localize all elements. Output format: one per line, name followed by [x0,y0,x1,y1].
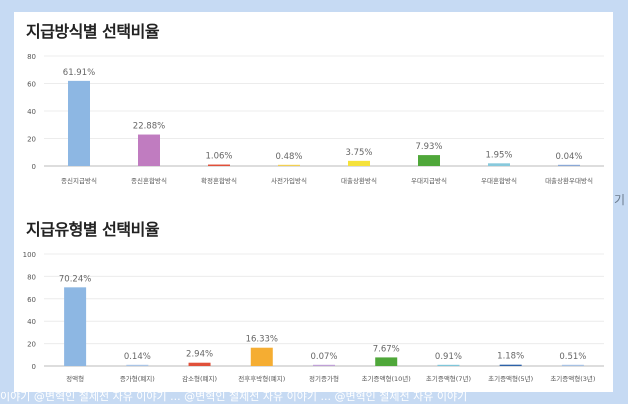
type-value-label: 1.18% [497,352,524,362]
type-value-label: 0.14% [124,352,151,362]
method-bar [138,134,160,166]
type-category-label: 증가형(폐지) [120,374,155,383]
type-value-label: 0.91% [435,352,462,362]
type-ytick-label: 20 [27,341,36,349]
section-title-payment-method: 지급방식별 선택비율 [26,22,160,41]
type-ytick-label: 100 [23,251,36,259]
method-category-label: 대출상환우대방식 [545,176,593,185]
type-bar [499,364,522,366]
method-value-label: 1.06% [205,152,232,162]
method-value-label: 7.93% [415,142,442,152]
type-category-label: 정기증가형 [309,374,339,383]
type-category-label: 초기증액형(10년) [362,374,411,383]
method-ytick-label: 80 [27,53,36,61]
method-ytick-label: 20 [27,136,36,144]
method-ytick-label: 60 [27,81,36,89]
method-category-label: 종신지급방식 [61,176,97,185]
payment-type-chart: 0 20 40 60 80 100 70.24% 정액형 0.14% 증가형(폐지) 2.94% 감소… [23,251,604,383]
method-category-label: 우대지급방식 [411,176,447,185]
type-value-label: 0.07% [310,352,337,362]
method-category-label: 종신혼합방식 [131,176,167,185]
method-value-label: 3.75% [345,148,372,158]
method-bar [558,164,580,166]
method-bar [278,164,300,166]
type-bar [437,364,460,366]
type-category-label: 정액형 [66,374,84,383]
method-category-label: 대출상환방식 [341,176,377,185]
type-value-label: 0.51% [559,352,586,362]
type-bar [188,362,211,366]
type-value-label: 70.24% [59,274,91,284]
type-bar [64,287,87,366]
type-value-label: 2.94% [186,350,213,360]
background-footer-text: 이야기 @변혁인 철제전 자유 이야기 ... @변혁인 철제전 자유 이야기 … [0,392,468,403]
type-bar [126,364,149,366]
method-value-label: 0.48% [275,152,302,162]
method-value-label: 61.91% [63,68,95,78]
type-category-label: 초기증액형(7년) [426,374,471,383]
type-category-label: 전후후박형(폐지) [238,374,285,383]
type-ytick-label: 80 [27,273,36,281]
method-ytick-label: 0 [32,163,36,171]
section-title-payment-type: 지급유형별 선택비율 [26,220,160,239]
method-bar [348,160,370,166]
type-category-label: 초기증액형(5년) [488,374,533,383]
type-bar [375,357,398,366]
method-category-label: 확정혼합방식 [201,176,237,185]
type-bar [313,364,335,366]
type-ytick-label: 0 [32,363,36,371]
type-category-label: 감소형(폐지) [182,374,217,383]
method-value-label: 1.95% [485,150,512,160]
type-value-label: 7.67% [373,344,400,354]
type-value-label: 16.33% [246,335,278,345]
method-bar [68,80,90,166]
payment-method-chart: 0 20 40 60 80 61.91% 종신지급방식 22.88% 종신혼합방식 1.06% 확정… [27,53,604,185]
method-category-label: 우대혼합방식 [481,176,517,185]
method-bar [488,163,510,166]
method-category-label: 사전가입방식 [271,176,307,185]
method-bar [418,155,440,166]
type-ytick-label: 60 [27,296,36,304]
type-ytick-label: 40 [27,318,36,326]
method-bar [208,164,230,166]
type-bar [561,364,584,366]
method-ytick-label: 40 [27,108,36,116]
content-panel: 지급방식별 선택비율 0 20 40 60 80 61.91% 종신지급방식 22.88% 종신… [14,12,613,392]
background-text-fragment: 기 [614,193,626,207]
type-bar [250,347,273,366]
type-category-label: 초기증액형(3년) [550,374,595,383]
method-value-label: 22.88% [133,122,165,132]
method-value-label: 0.04% [555,152,582,162]
